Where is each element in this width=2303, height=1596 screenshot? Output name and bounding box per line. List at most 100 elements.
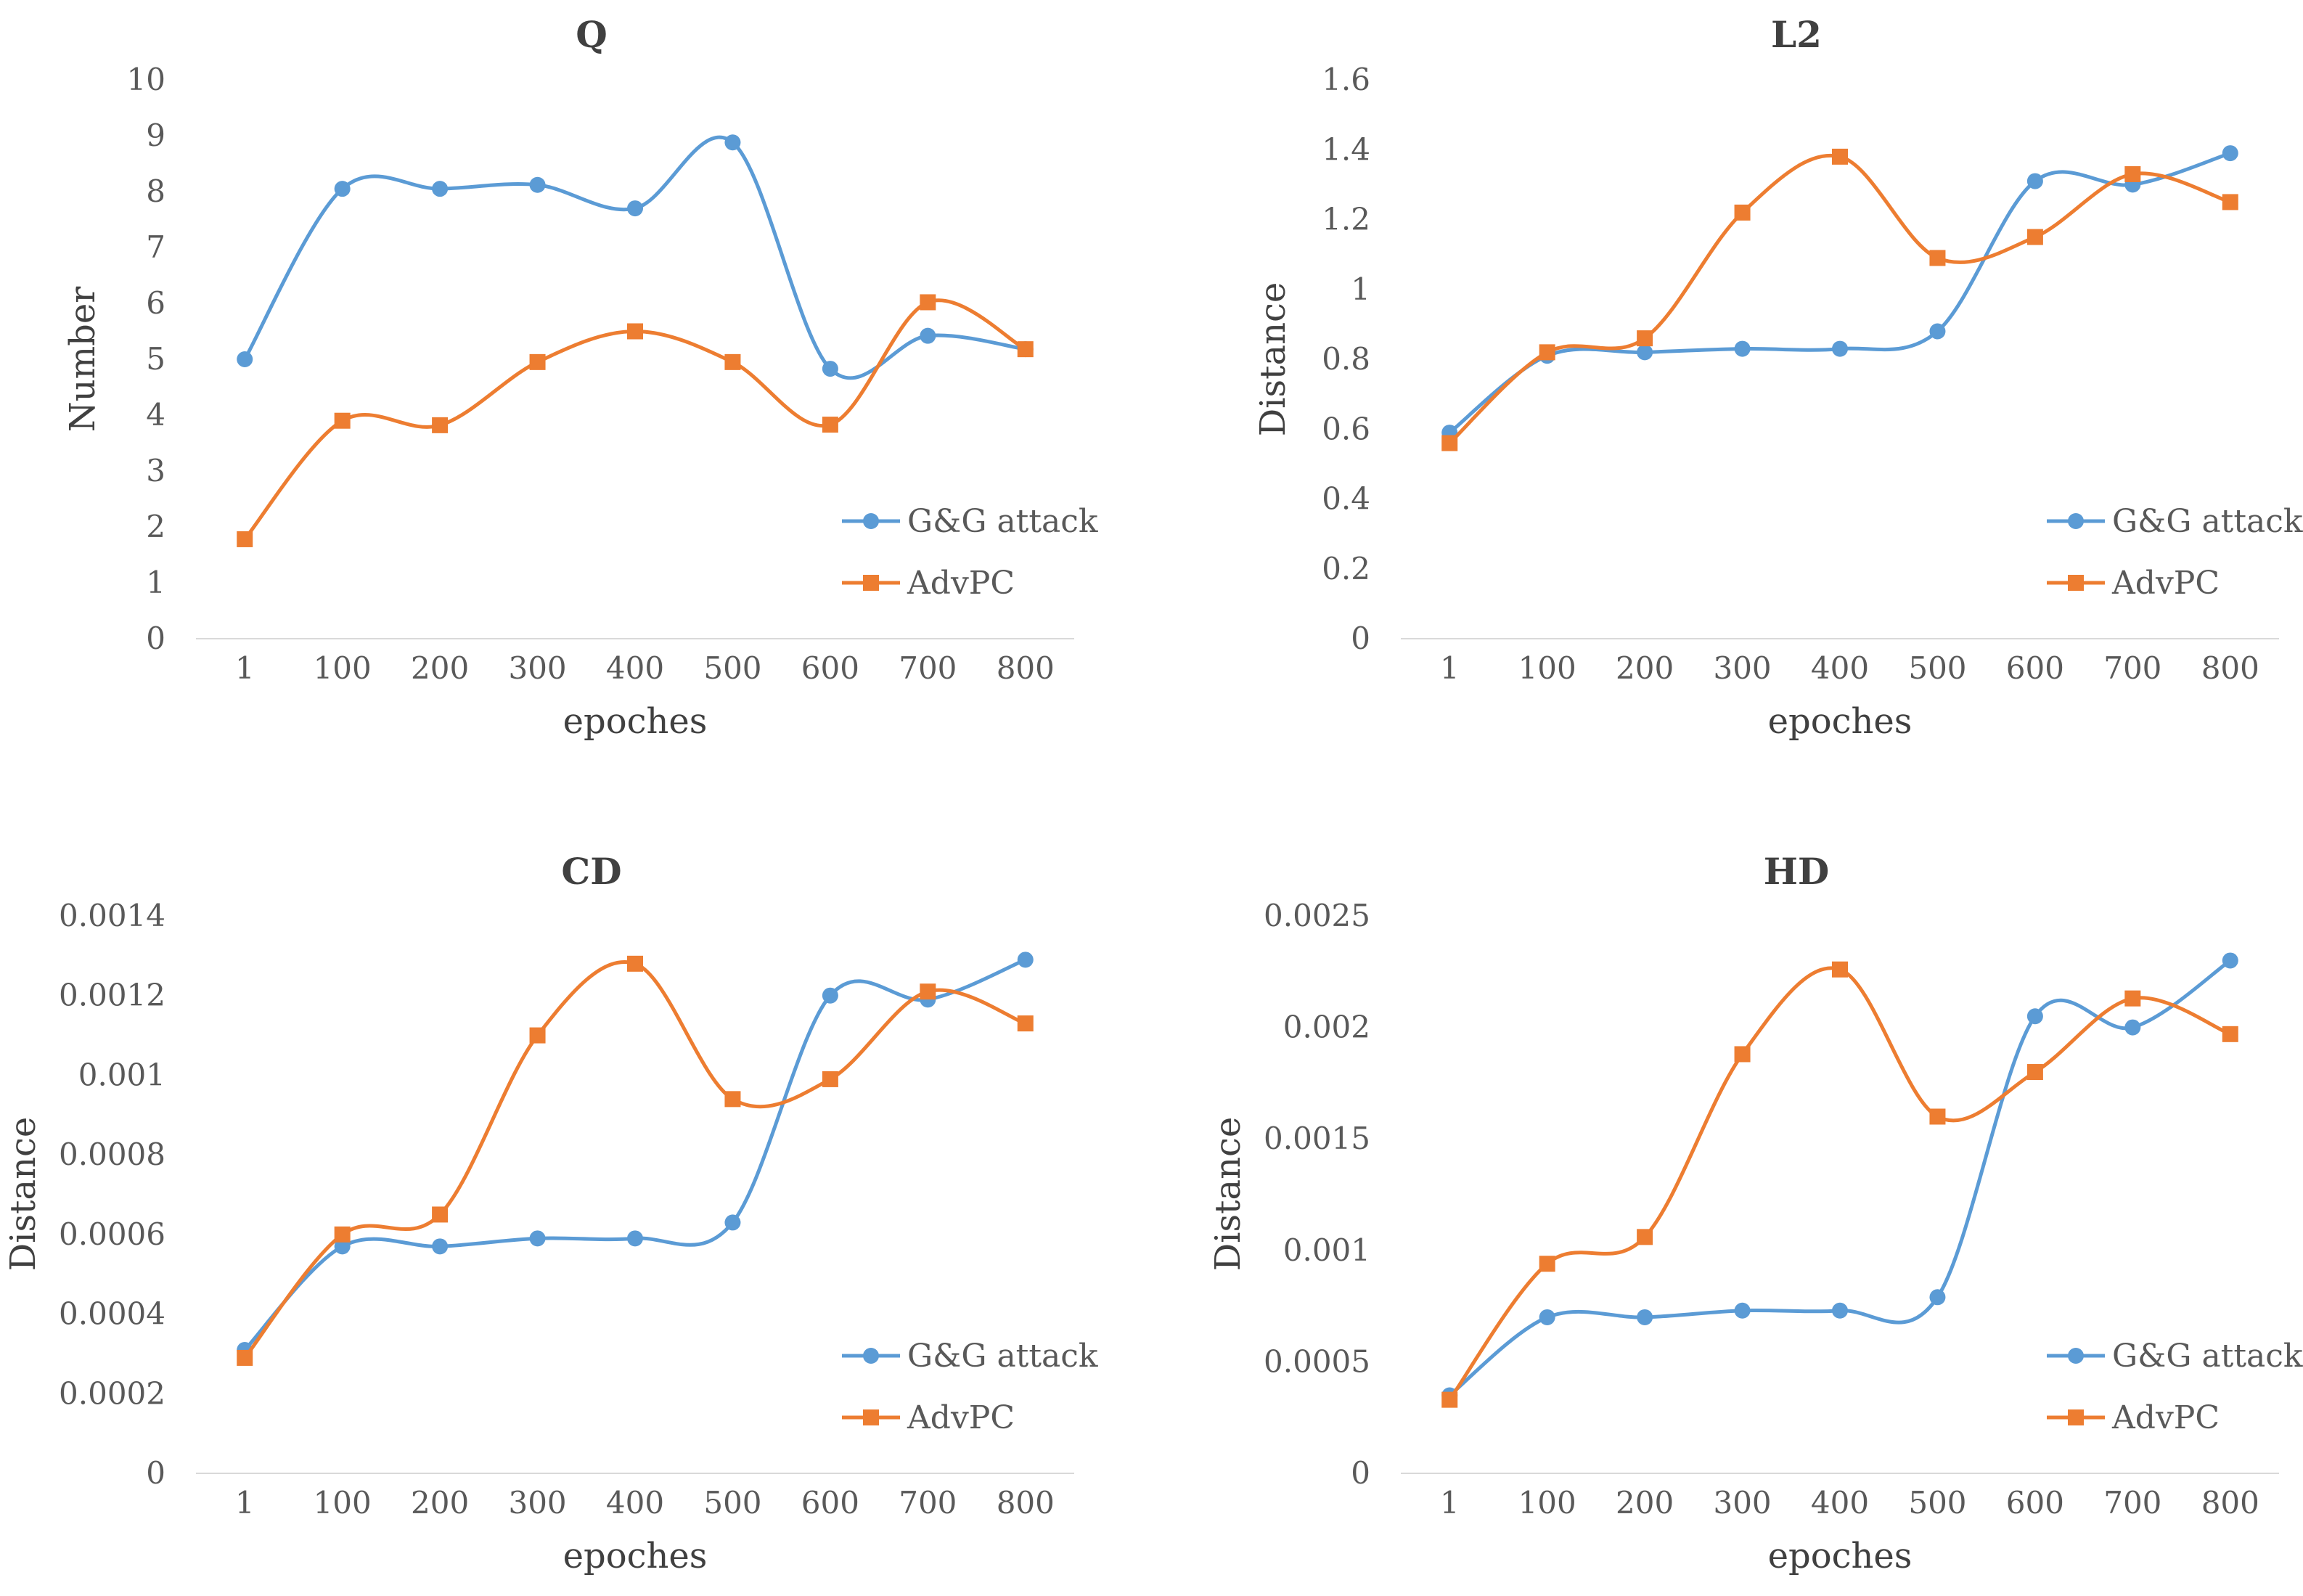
x-tick-label: 600 [801,650,859,686]
y-axis-title: Distance [3,1117,44,1272]
chart-title: Q [576,13,608,56]
data-point-gg-attack [2124,1019,2141,1036]
data-point-advpc [237,531,253,547]
data-point-gg-attack [334,181,351,197]
x-axis-title: epoches [1768,1536,1913,1576]
data-point-gg-attack [2222,145,2238,162]
x-tick-label: 800 [997,650,1055,686]
x-tick-label: 700 [2103,650,2161,686]
y-tick-label: 0.0012 [59,978,165,1013]
x-tick-label: 600 [2006,1485,2064,1521]
data-point-gg-attack [1637,344,1653,361]
data-point-advpc [2222,1026,2238,1042]
x-tick-label: 1 [1440,1485,1460,1521]
data-point-gg-attack [822,361,838,377]
y-tick-label: 0 [146,1455,165,1491]
data-point-advpc [432,417,449,433]
x-tick-label: 500 [1908,1485,1966,1521]
y-tick-label: 0 [1351,621,1370,656]
y-tick-label: 0.002 [1283,1010,1370,1045]
legend-marker-icon [2068,513,2084,529]
x-tick-label: 800 [2201,650,2259,686]
legend-label: G&G attack [2112,503,2303,540]
x-tick-label: 200 [1616,1485,1674,1521]
legend-marker-icon [863,575,879,591]
x-tick-label: 400 [606,650,664,686]
chart-title: L2 [1771,13,1822,56]
y-tick-label: 1 [1351,271,1370,307]
data-point-advpc [822,1071,838,1087]
x-tick-label: 100 [1518,1485,1576,1521]
chart-title: HD [1764,850,1830,893]
series-line-gg-attack [243,957,1026,1351]
legend-marker-icon [863,513,879,529]
data-point-advpc [1832,148,1848,165]
data-point-advpc [1929,1108,1946,1125]
x-axis-title: epoches [563,1536,708,1576]
data-point-advpc [2222,194,2238,210]
chart-title: CD [561,850,621,893]
y-axis-title: Distance [1253,282,1293,437]
x-tick-label: 200 [411,1485,469,1521]
y-tick-label: 0.001 [78,1057,165,1092]
chart-hd: HD 0 0.0005 0.001 0.0015 0.002 0.0025 1 100 200 30… [1208,850,2303,1576]
data-point-gg-attack [1734,340,1751,357]
legend-label: G&G attack [2112,1338,2303,1375]
data-point-advpc [334,412,351,429]
x-tick-label: 800 [997,1485,1055,1521]
legend-entry-gg-attack: G&G attack [2047,503,2303,540]
legend-label: G&G attack [907,1338,1098,1375]
y-tick-label: 0.001 [1283,1232,1370,1268]
legend-entry-advpc: AdvPC [2047,1399,2220,1436]
data-point-advpc [627,323,643,340]
x-tick-label: 1 [235,1485,255,1521]
y-tick-label: 8 [146,173,165,209]
data-point-gg-attack [627,1230,643,1247]
legend-entry-advpc: AdvPC [842,1399,1015,1436]
x-tick-label: 600 [2006,650,2064,686]
data-point-gg-attack [529,1230,546,1247]
x-tick-label: 400 [1811,1485,1869,1521]
data-point-gg-attack [237,351,253,367]
x-tick-label: 700 [899,650,957,686]
data-point-gg-attack [529,176,546,193]
data-point-advpc [1929,250,1946,266]
chart-l2: L2 0 0.2 0.4 0.6 0.8 1 1.2 1.4 1.6 1 100 200 300 400 50… [1253,13,2303,742]
x-tick-label: 500 [703,1485,761,1521]
y-tick-label: 0.0008 [59,1137,165,1172]
x-tick-label: 1 [235,650,255,686]
data-point-gg-attack [1637,1309,1653,1325]
data-point-gg-attack [627,200,643,217]
data-point-gg-attack [1929,1289,1946,1306]
data-point-advpc [1017,1015,1034,1032]
x-tick-label: 600 [801,1485,859,1521]
y-tick-label: 0.0014 [59,898,165,933]
legend-label: AdvPC [907,1399,1015,1436]
y-tick-label: 0.0002 [59,1375,165,1411]
x-tick-label: 1 [1440,650,1460,686]
y-tick-label: 0.4 [1322,481,1370,517]
data-point-gg-attack [1539,1309,1555,1325]
legend-label: G&G attack [907,503,1098,540]
chart-q: Q 0 1 2 3 4 5 6 7 8 9 10 1 100 200 300 400 500 600 700 800 ep… [62,13,1098,742]
data-point-advpc [432,1206,449,1223]
legend-marker-icon [863,1409,879,1425]
data-point-advpc [1637,1229,1653,1245]
data-point-advpc [529,1027,546,1044]
legend-marker-icon [863,1348,879,1364]
data-point-gg-attack [2026,1008,2043,1025]
data-point-advpc [334,1226,351,1243]
x-tick-label: 700 [899,1485,957,1521]
chart-cd: CD 0 0.0002 0.0004 0.0006 0.0008 0.001 0.0012 0.… [3,850,1098,1576]
data-point-gg-attack [724,134,741,151]
legend-marker-icon [2068,1348,2084,1364]
data-point-gg-attack [1832,340,1848,357]
y-tick-label: 5 [146,341,165,377]
y-tick-label: 0.2 [1322,551,1370,586]
data-point-advpc [1539,344,1555,361]
y-tick-label: 7 [146,229,165,265]
legend-entry-gg-attack: G&G attack [2047,1338,2303,1375]
data-point-gg-attack [2026,173,2043,189]
x-tick-label: 700 [2103,1485,2161,1521]
